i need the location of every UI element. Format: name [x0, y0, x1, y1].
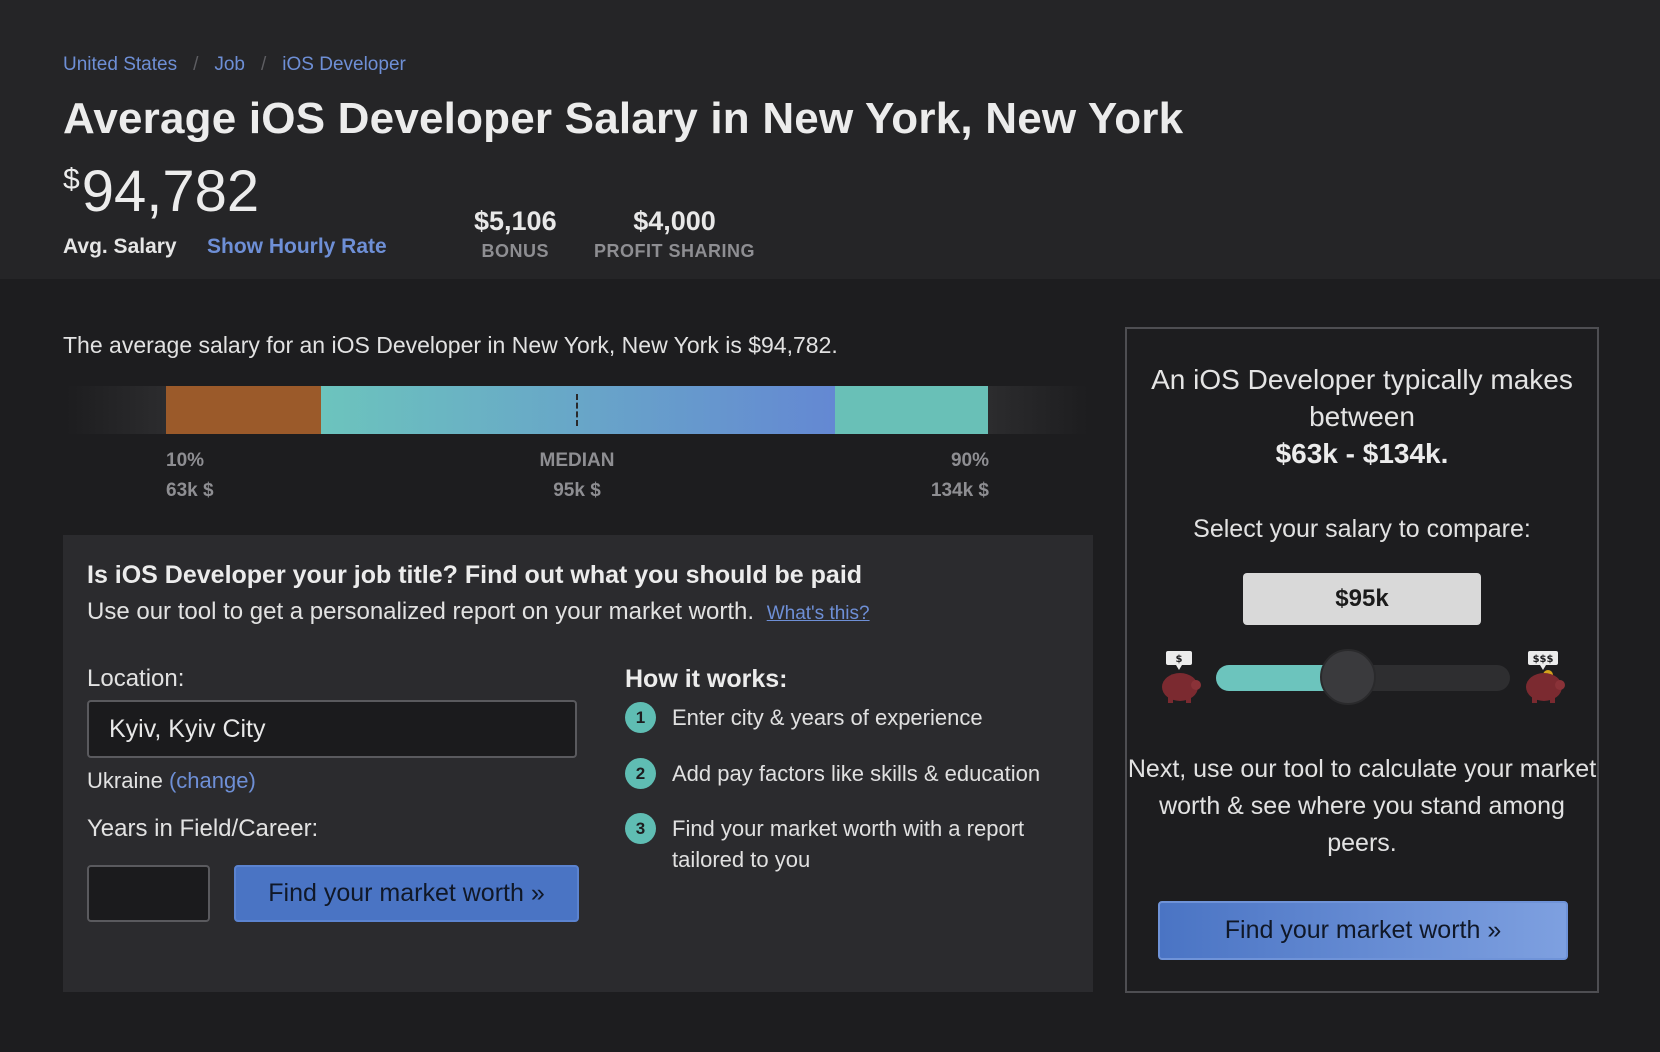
breadcrumb: United States / Job / iOS Developer — [63, 54, 406, 76]
salary-compare-panel: An iOS Developer typically makes between… — [1125, 327, 1599, 993]
step-number: 2 — [625, 758, 656, 789]
step-text: Enter city & years of experience — [672, 705, 983, 730]
breadcrumb-job[interactable]: Job — [214, 54, 245, 75]
next-step-text: Next, use our tool to calculate your mar… — [1127, 755, 1597, 857]
median-value: 95k $ — [553, 480, 601, 501]
bonus-stat: $5,106 BONUS — [474, 206, 557, 262]
p10-value: 63k $ — [166, 480, 214, 501]
country-name: Ukraine — [87, 768, 163, 793]
how-it-works-title: How it works: — [625, 665, 788, 693]
whats-this-link[interactable]: What's this? — [766, 603, 870, 624]
salary-summary-text: The average salary for an iOS Developer … — [63, 332, 838, 358]
step-text: Add pay factors like skills & education — [672, 761, 1041, 786]
p10-label: 10% — [166, 450, 205, 471]
piggy-bank-high-icon: $$$ — [1526, 651, 1565, 703]
p90-value: 134k $ — [930, 480, 989, 501]
median-marker — [576, 394, 578, 426]
selected-salary-display: $95k — [1243, 573, 1481, 625]
bar-segment-low — [166, 386, 321, 434]
how-step: 1 Enter city & years of experience — [625, 702, 1055, 733]
step-text: Find your market worth with a report tai… — [672, 816, 1025, 872]
typical-range-value: $63k - $134k. — [1275, 438, 1449, 469]
salary-slider-handle[interactable] — [1320, 649, 1377, 705]
p90-label: 90% — [950, 450, 989, 471]
how-step: 2 Add pay factors like skills & educatio… — [625, 758, 1055, 789]
p90-tick: 90% 134k $ — [889, 446, 989, 506]
page-title: Average iOS Developer Salary in New York… — [63, 94, 1184, 143]
typical-range-text: An iOS Developer typically makes between… — [1127, 361, 1597, 472]
how-step: 3 Find your market worth with a report t… — [625, 813, 1055, 875]
profit-sharing-value: $4,000 — [633, 206, 716, 236]
location-label: Location: — [87, 665, 185, 692]
profit-sharing-label: PROFIT SHARING — [594, 241, 756, 261]
market-worth-tool: Is iOS Developer your job title? Find ou… — [63, 535, 1093, 992]
tool-subtext: Use our tool to get a personalized repor… — [87, 598, 870, 626]
bar-fade-left — [66, 386, 166, 434]
bonus-label: BONUS — [481, 241, 550, 261]
years-label: Years in Field/Career: — [87, 815, 319, 842]
bonus-value: $5,106 — [474, 206, 557, 236]
years-input[interactable] — [87, 865, 210, 922]
breadcrumb-ios-developer[interactable]: iOS Developer — [282, 54, 406, 75]
avg-salary-label: Avg. Salary — [63, 235, 177, 258]
how-it-works: How it works: 1 Enter city & years of ex… — [625, 665, 1040, 872]
average-salary: $94,782 — [63, 158, 259, 225]
find-market-worth-button[interactable]: Find your market worth » — [234, 865, 579, 922]
median-tick: MEDIAN 95k $ — [527, 446, 627, 506]
tool-subtext-text: Use our tool to get a personalized repor… — [87, 598, 755, 625]
high-tag-text: $$$ — [1533, 654, 1554, 665]
profit-sharing-stat: $4,000 PROFIT SHARING — [594, 206, 755, 262]
country-line: Ukraine (change) — [87, 768, 256, 794]
salary-distribution-bar — [66, 386, 1088, 434]
show-hourly-rate-link[interactable]: Show Hourly Rate — [207, 235, 387, 258]
piggy-bank-low-icon: $ — [1162, 651, 1201, 703]
find-market-worth-side-button[interactable]: Find your market worth » — [1158, 901, 1568, 960]
page-header: United States / Job / iOS Developer Aver… — [0, 0, 1660, 279]
location-input[interactable] — [87, 700, 577, 758]
bar-fade-right — [988, 386, 1088, 434]
bar-segment-mid — [321, 386, 835, 434]
breadcrumb-separator: / — [261, 54, 267, 75]
salary-amount: 94,782 — [81, 159, 260, 224]
step-number: 1 — [625, 702, 656, 733]
change-country-link[interactable]: (change) — [168, 768, 256, 793]
low-tag-text: $ — [1176, 654, 1183, 665]
tool-heading: Is iOS Developer your job title? Find ou… — [87, 561, 863, 589]
currency-symbol: $ — [63, 163, 80, 196]
p10-tick: 10% 63k $ — [166, 446, 214, 506]
breadcrumb-separator: / — [193, 54, 199, 75]
select-salary-label: Select your salary to compare: — [1193, 515, 1531, 543]
typical-range-intro: An iOS Developer typically makes between — [1151, 364, 1573, 432]
step-number: 3 — [625, 813, 656, 844]
breadcrumb-united-states[interactable]: United States — [63, 54, 178, 75]
median-label: MEDIAN — [539, 450, 615, 471]
bar-segment-high — [835, 386, 988, 434]
